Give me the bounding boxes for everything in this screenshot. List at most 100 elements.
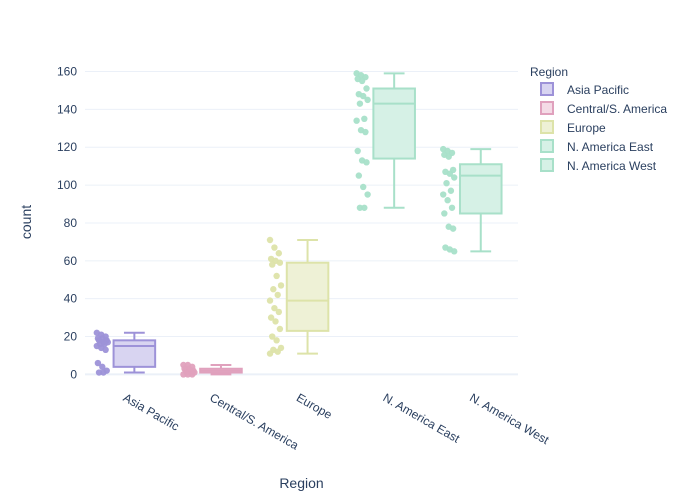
legend-label: Europe [567,121,606,135]
y-tick-label: 100 [57,178,77,192]
data-point[interactable] [102,346,109,354]
data-point[interactable] [363,85,370,92]
box-group [266,236,330,357]
legend-item[interactable]: Asia Pacific [540,82,629,97]
data-point[interactable] [266,297,274,304]
box[interactable] [112,339,157,368]
legend-title: Region [530,65,568,79]
x-tick-label: Europe [294,390,335,422]
data-point[interactable] [448,204,456,211]
y-gridlines [85,70,518,376]
data-point[interactable] [269,261,276,268]
data-point[interactable] [277,282,285,289]
data-point[interactable] [355,172,363,179]
x-tick-label: N. America East [381,390,463,445]
data-point[interactable] [441,210,448,217]
legend-swatch [540,158,554,172]
data-point[interactable] [189,371,196,378]
data-point[interactable] [180,371,187,378]
legend-swatch [540,120,554,134]
data-point[interactable] [272,318,279,325]
legend-swatch [540,82,554,96]
data-point[interactable] [274,348,281,355]
data-point[interactable] [358,77,366,85]
x-tick-label: N. America West [467,390,552,447]
data-point[interactable] [356,100,364,107]
y-tick-label: 20 [64,330,78,344]
data-point[interactable] [354,147,361,155]
data-point[interactable] [446,170,454,177]
data-point[interactable] [360,183,367,191]
data-point[interactable] [276,325,284,333]
legend-item[interactable]: Central/S. America [540,101,667,116]
data-point[interactable] [447,187,455,194]
legend[interactable]: Region Asia Pacific Central/S. America Eur… [530,65,667,173]
data-point[interactable] [353,117,360,124]
data-point[interactable] [449,225,457,232]
data-point[interactable] [275,250,283,257]
x-axis-title: Region [279,475,323,491]
y-axis-title: count [18,205,34,239]
x-tick-label: Asia Pacific [121,390,182,433]
y-tick-label: 40 [64,292,78,306]
y-tick-label: 80 [64,216,78,230]
y-tick-label: 0 [70,367,77,381]
plot-area [93,70,503,378]
data-point[interactable] [363,159,370,166]
x-tick-label: Central/S. America [207,390,301,452]
legend-label: N. America West [567,159,657,173]
box-group [180,361,243,378]
y-tick-label: 140 [57,102,77,116]
box-group [353,70,416,211]
data-point[interactable] [445,153,452,160]
data-point[interactable] [95,369,103,376]
data-point[interactable] [275,308,283,316]
data-point[interactable] [100,369,107,376]
y-tick-label: 160 [57,64,77,78]
data-point[interactable] [444,197,451,204]
data-point[interactable] [361,204,368,211]
legend-label: N. America East [567,140,654,154]
box[interactable] [285,261,330,332]
box[interactable] [458,163,503,215]
box-group [93,329,157,376]
box-group [440,145,503,255]
data-point[interactable] [184,371,192,378]
data-point[interactable] [271,304,278,312]
data-point[interactable] [356,204,364,211]
data-point[interactable] [99,363,106,371]
data-point[interactable] [440,191,447,198]
legend-item[interactable]: Europe [540,120,606,135]
y-tick-labels: 0 20 40 60 80 100 120 140 160 [57,64,77,381]
data-point[interactable] [266,236,274,244]
data-point[interactable] [276,259,284,266]
data-point[interactable] [364,96,371,104]
data-point[interactable] [94,359,102,367]
data-point[interactable] [267,314,275,321]
legend-item[interactable]: N. America East [540,139,654,154]
legend-label: Central/S. America [567,102,667,116]
data-point[interactable] [361,115,368,123]
legend-item[interactable]: N. America West [540,158,657,173]
data-point[interactable] [451,174,458,181]
legend-label: Asia Pacific [567,83,629,97]
data-point[interactable] [360,92,367,100]
data-point[interactable] [269,333,276,340]
box[interactable] [372,87,416,160]
data-point[interactable] [270,286,277,293]
data-point[interactable] [274,291,281,299]
data-point[interactable] [271,244,278,251]
data-point[interactable] [362,128,369,136]
data-point[interactable] [273,337,280,344]
data-point[interactable] [451,248,458,255]
data-point[interactable] [364,191,371,198]
data-point[interactable] [266,350,274,357]
legend-swatch [540,139,554,153]
y-tick-label: 60 [64,254,78,268]
data-point[interactable] [273,272,280,280]
legend-swatch [540,101,554,115]
data-point[interactable] [443,179,450,187]
y-tick-label: 120 [57,140,77,154]
